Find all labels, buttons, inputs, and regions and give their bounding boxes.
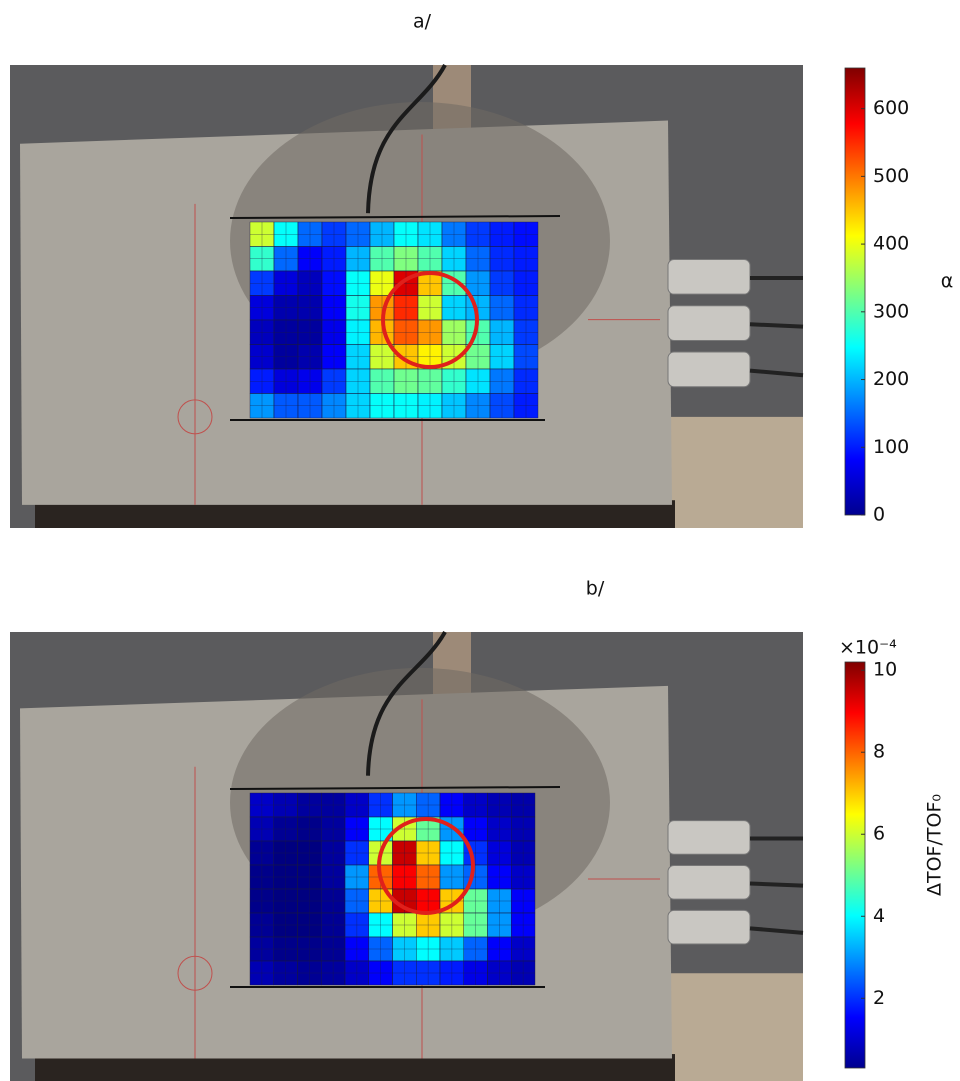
colorbar-tick-label: 600 — [873, 97, 909, 119]
cable — [749, 368, 804, 378]
colorbar-tick-label: 2 — [873, 987, 885, 1009]
colorbar-tick-label: 500 — [873, 165, 909, 187]
sensor-cable — [366, 631, 447, 776]
transducer — [667, 351, 751, 388]
colorbar-tick-label: 4 — [873, 905, 885, 927]
colorbar-tick-label: 8 — [873, 741, 885, 763]
colorbar-tick-label: 10 — [873, 659, 897, 681]
transducer — [667, 909, 751, 945]
colorbar-tick-label: 400 — [873, 233, 909, 255]
colorbar-tick-label: 6 — [873, 823, 885, 845]
colorbar-tick-label: 0 — [873, 504, 885, 526]
sensor-cable — [366, 64, 447, 214]
photo-floor — [670, 416, 803, 528]
reference-circle — [177, 399, 213, 435]
transducer — [667, 864, 751, 900]
colorbar-tick-label: 300 — [873, 300, 909, 322]
panel-title: a/ — [413, 11, 432, 33]
colorbar — [844, 661, 866, 1069]
colorbar-label: α — [941, 270, 954, 292]
marker-line — [229, 215, 561, 219]
colorbar-exponent: ×10⁻⁴ — [839, 637, 897, 659]
marker-line — [229, 786, 561, 790]
photo-floor — [670, 973, 803, 1081]
panel: b/2 4 6 8 10×10⁻⁴ ΔTOF/TOF₀ — [10, 578, 946, 1081]
transducer — [667, 258, 751, 295]
panel-title: b/ — [586, 578, 605, 600]
cable — [749, 881, 804, 888]
colorbar-tick-label: 100 — [873, 436, 909, 458]
panel: a/0 100 200 300 400 500 600 α — [10, 11, 954, 528]
reference-circle — [177, 955, 213, 991]
colorbar-label: ΔTOF/TOF₀ — [924, 794, 946, 896]
transducer — [667, 305, 751, 341]
cable — [749, 926, 804, 935]
highlight-circle — [377, 817, 475, 915]
colorbar-tick-label: 200 — [873, 368, 909, 390]
highlight-circle — [381, 271, 479, 369]
colorbar — [844, 67, 866, 516]
transducer — [667, 820, 751, 855]
cable — [749, 322, 804, 329]
